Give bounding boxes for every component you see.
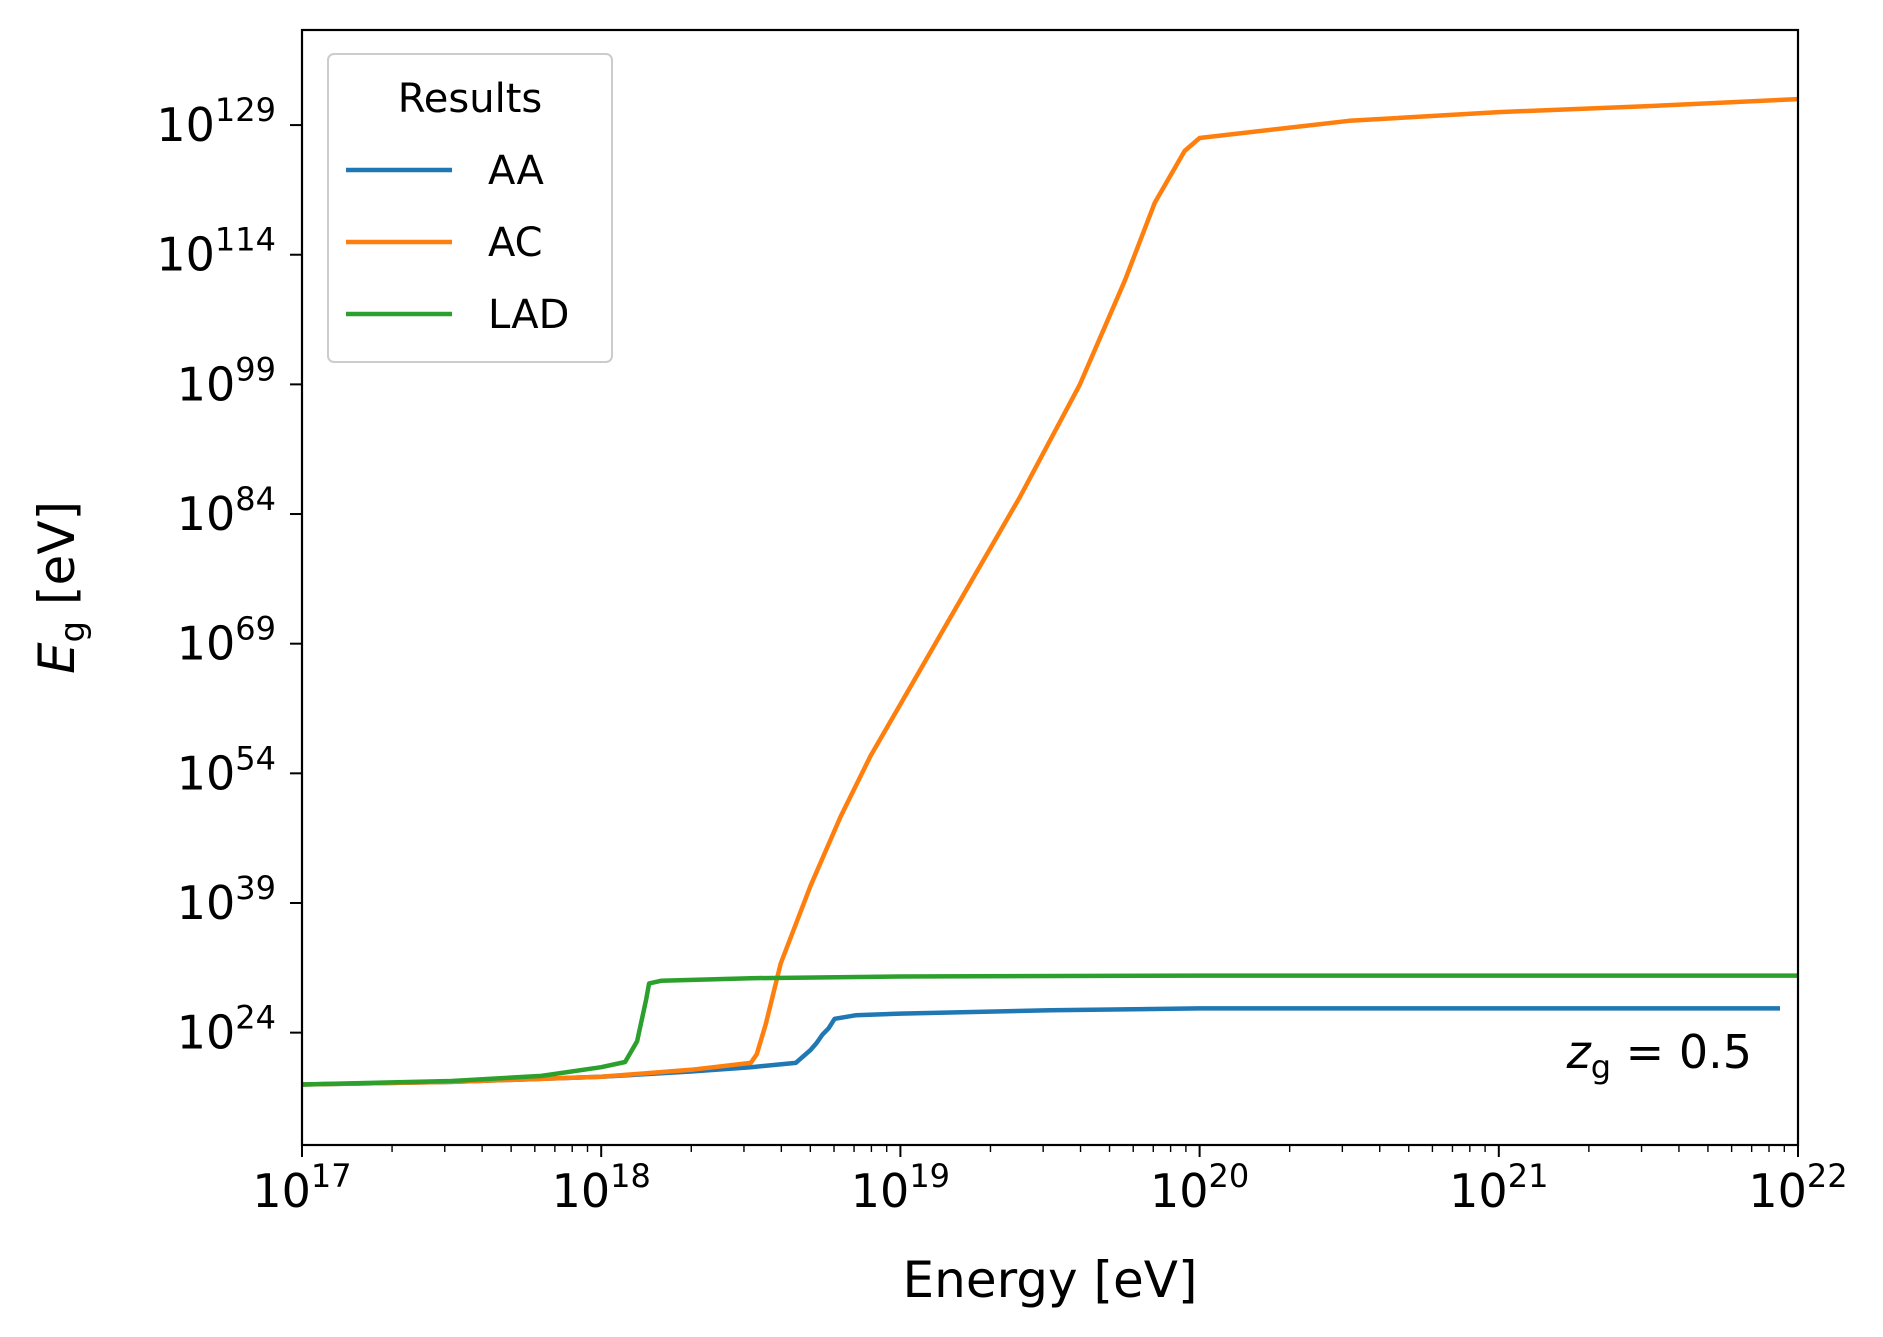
legend-entries: AA AC LAD	[346, 148, 569, 338]
y-tick-label: 10129	[156, 91, 276, 152]
legend-label-ac: AC	[488, 220, 543, 266]
annotation-main: z	[1566, 1025, 1592, 1079]
y-axis-title-main: E	[28, 642, 86, 674]
plot-frame	[300, 28, 1800, 1147]
y-tick-label: 1099	[177, 350, 276, 411]
y-axis-title-unit: [eV]	[28, 501, 86, 621]
x-axis-title: Energy [eV]	[903, 1251, 1198, 1309]
x-minor-ticks	[391, 1145, 1786, 1152]
y-axis-title-sub: g	[53, 621, 93, 643]
y-tick-label: 1024	[177, 999, 276, 1060]
x-ticks: 1017 1018 1019 1020 1021 1022	[252, 1145, 1848, 1218]
annotation-redshift: zg = 0.5	[1566, 1025, 1752, 1086]
series-line-aa	[301, 1006, 1780, 1087]
x-tick-label: 1020	[1150, 1157, 1249, 1218]
legend-label-aa: AA	[488, 148, 544, 194]
y-axis-title: Eg [eV]	[28, 501, 93, 674]
y-tick-label: 1039	[177, 869, 276, 930]
y-tick-label: 10114	[156, 221, 276, 282]
legend: Results AA AC LAD	[327, 53, 613, 363]
x-tick-label: 1017	[252, 1157, 351, 1218]
legend-title: Results	[398, 76, 542, 122]
y-ticks: 1024 1039 1054 1069 1084 1099 10114 10129	[156, 91, 302, 1060]
series-line-ac	[301, 96, 1799, 1087]
y-tick-label: 1054	[177, 739, 276, 800]
x-tick-label: 1018	[552, 1157, 651, 1218]
annotation-sub: g	[1591, 1048, 1611, 1086]
y-tick-label: 1084	[177, 480, 276, 541]
x-tick-label: 1022	[1748, 1157, 1847, 1218]
x-tick-label: 1019	[851, 1157, 950, 1218]
legend-label-lad: LAD	[488, 292, 569, 338]
annotation-rest: = 0.5	[1611, 1025, 1752, 1079]
plot-lines	[301, 96, 1799, 1087]
legend-box	[327, 53, 613, 363]
series-line-lad	[301, 973, 1798, 1087]
y-tick-label: 1069	[177, 610, 276, 671]
x-tick-label: 1021	[1449, 1157, 1548, 1218]
